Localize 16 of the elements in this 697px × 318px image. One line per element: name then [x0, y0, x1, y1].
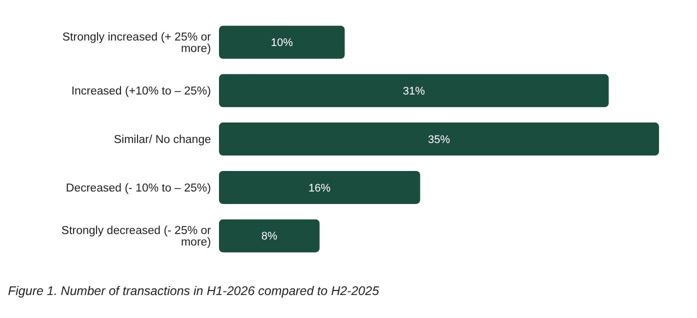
- bar: [219, 74, 609, 108]
- data-label: 16%: [308, 182, 331, 194]
- data-label: 35%: [428, 134, 450, 146]
- data-label: 31%: [402, 86, 426, 98]
- y-tick-label: Similar/ No change: [114, 134, 211, 146]
- y-tick-label: Strongly increased (+ 25% or more): [62, 32, 212, 56]
- data-label: 8%: [261, 230, 278, 243]
- bar: [219, 170, 420, 204]
- data-label: 10%: [270, 37, 294, 50]
- y-tick-label: Increased (+10% to – 25%): [71, 86, 212, 98]
- bar: [219, 26, 345, 59]
- caption: Figure 1. Number of transactions in H1-2026 compared to H2-2025: [8, 284, 380, 298]
- y-tick-label: Decreased (- 10% to – 25%): [66, 182, 212, 194]
- bar: [219, 122, 659, 156]
- y-tick-label: Strongly decreased (- 25% or more): [61, 225, 212, 249]
- bar: [219, 219, 320, 252]
